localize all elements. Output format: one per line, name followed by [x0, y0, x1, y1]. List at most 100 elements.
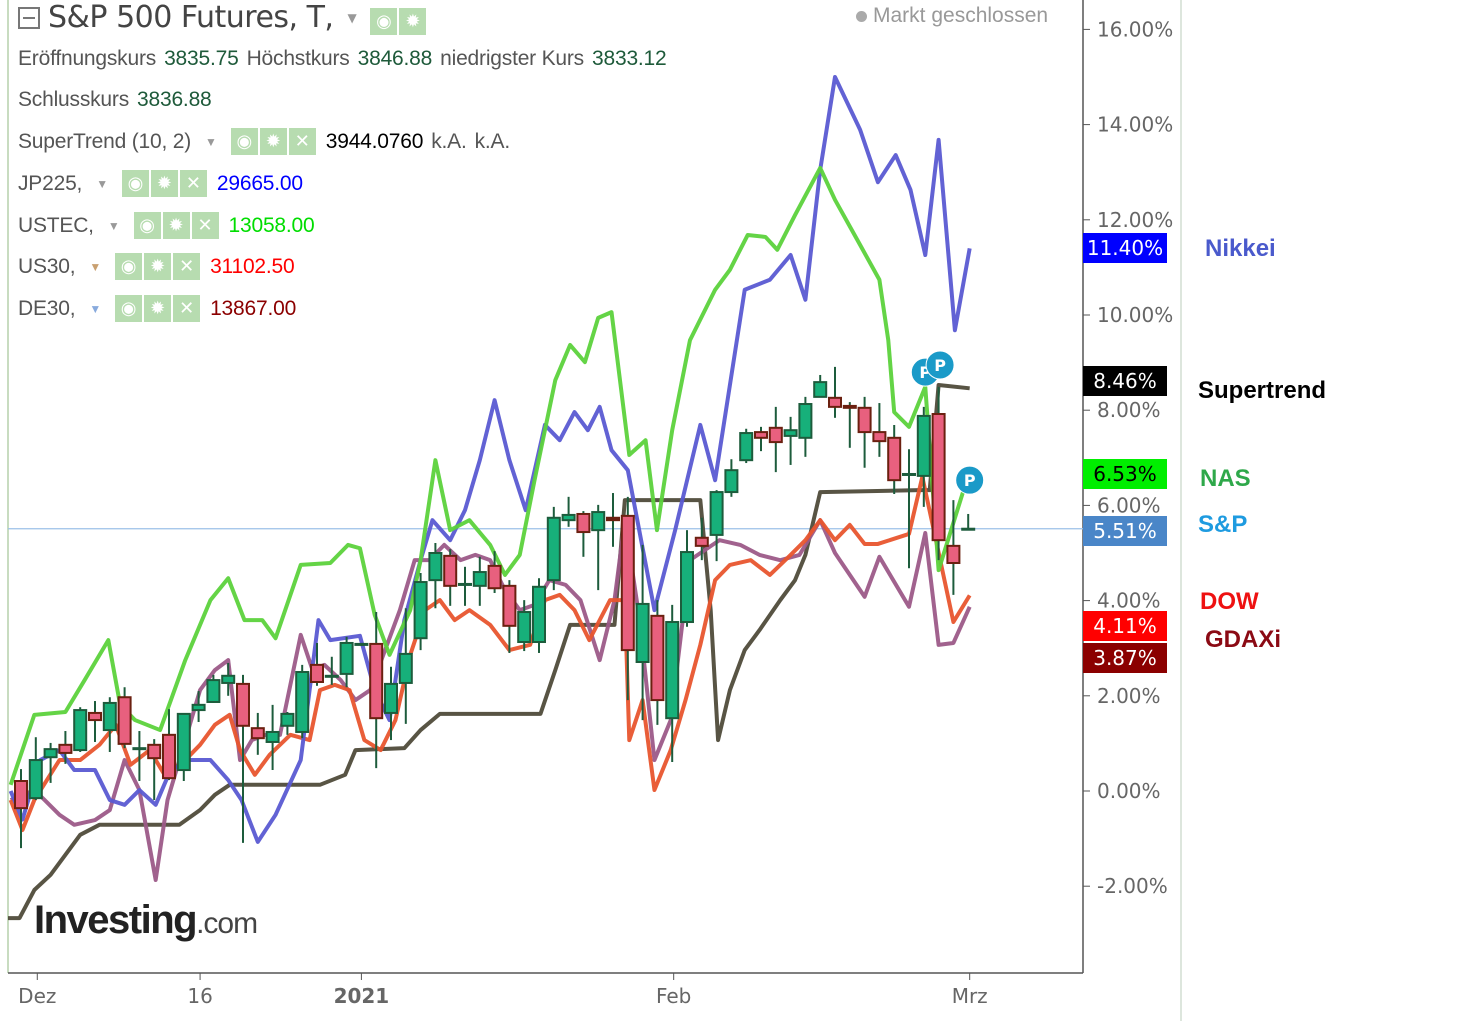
close-icon[interactable]: ✕	[179, 170, 207, 197]
candle	[902, 449, 916, 569]
candle	[58, 731, 73, 764]
x-tick-label: Feb	[656, 984, 691, 1008]
indicator-jp225: JP225, ▼ ◉ ✹ ✕ 29665.00	[18, 170, 303, 197]
candle	[961, 513, 976, 531]
candle	[798, 396, 813, 457]
series-name-supertrend: Supertrend	[1198, 377, 1327, 404]
candle	[916, 406, 931, 507]
market-status-text: Markt geschlossen	[873, 4, 1049, 27]
logo-main: Investing	[34, 898, 198, 942]
candle	[694, 517, 709, 561]
candle	[546, 506, 561, 591]
y-tick-label: 16.00%	[1097, 17, 1173, 41]
eye-icon[interactable]: ◉	[230, 128, 258, 155]
ohlc-row: Eröffnungskurs 3835.75 Höchstkurs 3846.88 …	[18, 47, 667, 71]
candle	[472, 556, 487, 606]
candle-body	[591, 511, 606, 532]
gear-icon[interactable]: ✹	[144, 295, 172, 322]
candle-body	[487, 564, 502, 590]
candle-body	[295, 671, 310, 733]
price-label-dow: 4.11%	[1083, 611, 1167, 641]
gear-icon[interactable]: ✹	[162, 212, 190, 239]
candle-body	[857, 406, 872, 434]
chevron-down-icon[interactable]: ▼	[205, 134, 217, 149]
candle-body	[250, 727, 265, 740]
logo-suffix: .com	[196, 907, 258, 940]
candle-body	[206, 679, 221, 703]
collapse-icon[interactable]	[18, 6, 40, 29]
candle	[384, 666, 398, 741]
candle-body	[724, 469, 739, 494]
close-icon[interactable]: ✕	[173, 253, 201, 280]
close-icon[interactable]: ✕	[288, 128, 316, 155]
gear-icon[interactable]: ✹	[150, 170, 178, 197]
chart-title: S&P 500 Futures, T,	[48, 0, 334, 35]
indicator-value: 3944.0760	[325, 129, 424, 153]
candle	[162, 709, 176, 781]
price-label-gdaxi: 3.87%	[1083, 643, 1167, 673]
y-tick-label: 10.00%	[1097, 303, 1173, 327]
candle	[428, 543, 443, 609]
low-label: niedrigster Kurs	[440, 47, 584, 70]
series-line-supertrend	[8, 382, 970, 921]
close-icon[interactable]: ✕	[173, 295, 201, 322]
candle	[724, 459, 739, 497]
candle-body	[680, 551, 694, 624]
y-tick-label: 2.00%	[1097, 684, 1161, 708]
candle	[28, 737, 43, 801]
candle	[887, 424, 902, 494]
chevron-down-icon[interactable]: ▼	[89, 259, 102, 274]
price-label-nikkei: 11.40%	[1083, 233, 1167, 263]
candle-body	[502, 584, 517, 627]
eye-icon[interactable]: ◉	[133, 212, 161, 239]
chevron-down-icon[interactable]: ▼	[347, 10, 357, 25]
eye-icon[interactable]: ◉	[121, 170, 149, 197]
y-tick-label: 6.00%	[1097, 493, 1161, 517]
candle	[487, 551, 502, 593]
candle	[221, 662, 236, 696]
low-value: 3833.12	[592, 47, 667, 70]
candle-body	[43, 748, 58, 759]
chevron-down-icon[interactable]: ▼	[96, 176, 108, 191]
candle	[650, 600, 665, 725]
candle-body	[28, 759, 43, 800]
candle-body	[324, 674, 339, 678]
marker-circle	[925, 350, 955, 380]
candle-body	[428, 552, 443, 582]
indicator-name: USTEC,	[18, 213, 94, 237]
candle-body	[265, 730, 280, 743]
gear-icon[interactable]: ✹	[144, 253, 172, 280]
chevron-down-icon[interactable]: ▼	[107, 218, 120, 233]
candle-body	[576, 512, 591, 534]
candle	[236, 674, 250, 843]
gear-icon[interactable]: ✹	[259, 128, 287, 155]
gear-icon[interactable]: ✹	[399, 8, 427, 35]
candle-body	[472, 571, 487, 587]
candle-body	[280, 712, 295, 727]
candle	[931, 386, 946, 561]
candle-body	[650, 614, 665, 702]
eye-icon[interactable]: ◉	[115, 253, 143, 280]
candle	[813, 374, 828, 398]
market-status: Markt geschlossen	[856, 4, 1048, 28]
status-dot-icon	[856, 10, 867, 22]
eye-icon[interactable]: ◉	[370, 8, 398, 35]
open-value: 3835.75	[164, 47, 239, 70]
eye-icon[interactable]: ◉	[115, 295, 143, 322]
close-icon[interactable]: ✕	[191, 212, 219, 239]
event-marker: P	[955, 465, 985, 495]
candle	[265, 704, 280, 771]
candle-body	[561, 513, 576, 522]
candle-body	[813, 381, 828, 398]
candle-body	[162, 733, 176, 780]
candle	[842, 402, 857, 448]
candle	[43, 742, 58, 783]
candle	[857, 396, 872, 468]
marker-label: P	[964, 471, 976, 490]
candle-body	[887, 436, 902, 482]
candle-body	[620, 514, 635, 652]
chevron-down-icon[interactable]: ▼	[89, 301, 102, 316]
y-tick-label: 12.00%	[1097, 208, 1173, 232]
candle-body	[902, 472, 916, 476]
